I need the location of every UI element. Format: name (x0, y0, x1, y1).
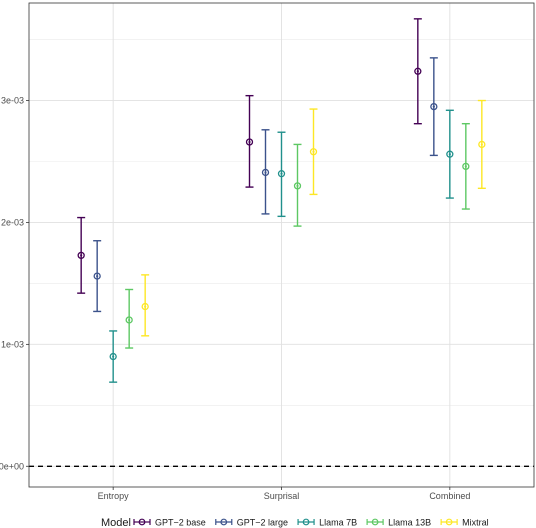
legend-label: Llama 13B (388, 518, 431, 528)
point-marker (77, 251, 85, 260)
point-marker (125, 316, 133, 324)
data-layer (77, 18, 486, 383)
series-llama-7b (109, 109, 454, 383)
legend-key-marker (445, 518, 453, 526)
point-center (464, 165, 467, 168)
legend-label: Llama 7B (319, 518, 357, 528)
point-marker (309, 148, 318, 156)
point-center (144, 305, 147, 308)
y-tick-label: 3e-03 (1, 96, 24, 106)
legend-key-marker (220, 518, 228, 526)
point-marker (245, 138, 254, 146)
point-center (248, 140, 251, 144)
point-marker (446, 150, 454, 158)
legend-key-marker (302, 518, 310, 526)
x-tick-label: Surprisal (264, 491, 300, 501)
series-llama-13b (125, 122, 470, 349)
legend-key-marker (371, 518, 379, 526)
legend-item: GPT−2 large (215, 518, 288, 528)
series-mixtral (141, 99, 486, 337)
point-marker (414, 67, 422, 75)
legend-item: GPT−2 base (133, 518, 206, 528)
point-marker (141, 302, 149, 311)
point-marker (261, 168, 270, 177)
y-tick-label: 2e-03 (1, 217, 24, 227)
point-center (296, 184, 299, 187)
legend-key-marker (138, 518, 146, 526)
point-marker (430, 102, 438, 111)
point-center (96, 274, 99, 278)
legend-item: Llama 13B (366, 518, 431, 528)
point-center (280, 172, 283, 175)
x-tick-label: Entropy (98, 491, 130, 501)
point-marker (277, 170, 286, 178)
y-tick-label: 1e-03 (1, 339, 24, 349)
point-center (128, 318, 131, 322)
legend-title: Model (101, 517, 131, 528)
legend: Model GPT−2 base GPT−2 large Llama 7B Llama … (101, 517, 489, 528)
point-marker (109, 352, 117, 361)
point-center (112, 355, 115, 358)
x-tick-label: Combined (429, 491, 470, 501)
point-marker (293, 182, 302, 190)
series-gpt-2-large (93, 57, 438, 313)
legend-label: GPT−2 base (155, 518, 206, 528)
legend-label: GPT−2 large (237, 518, 288, 528)
point-marker (478, 140, 486, 149)
point-center (264, 171, 267, 174)
grid-layer (29, 3, 534, 487)
point-center (480, 143, 483, 146)
point-marker (93, 272, 101, 280)
legend-label: Mixtral (462, 518, 489, 528)
point-center (448, 153, 451, 156)
legend-item: Mixtral (440, 518, 489, 528)
point-center (416, 70, 419, 73)
point-center (312, 150, 315, 153)
axis-layer: 0e+00 1e-03 2e-03 3e-03 Entropy Surprisal Comb… (0, 2, 535, 501)
legend-item: Llama 7B (297, 518, 357, 528)
point-center (432, 105, 435, 108)
y-tick-label: 0e+00 (0, 461, 24, 471)
point-center (80, 254, 83, 257)
series-gpt-2-base (77, 18, 422, 294)
point-marker (462, 162, 470, 171)
